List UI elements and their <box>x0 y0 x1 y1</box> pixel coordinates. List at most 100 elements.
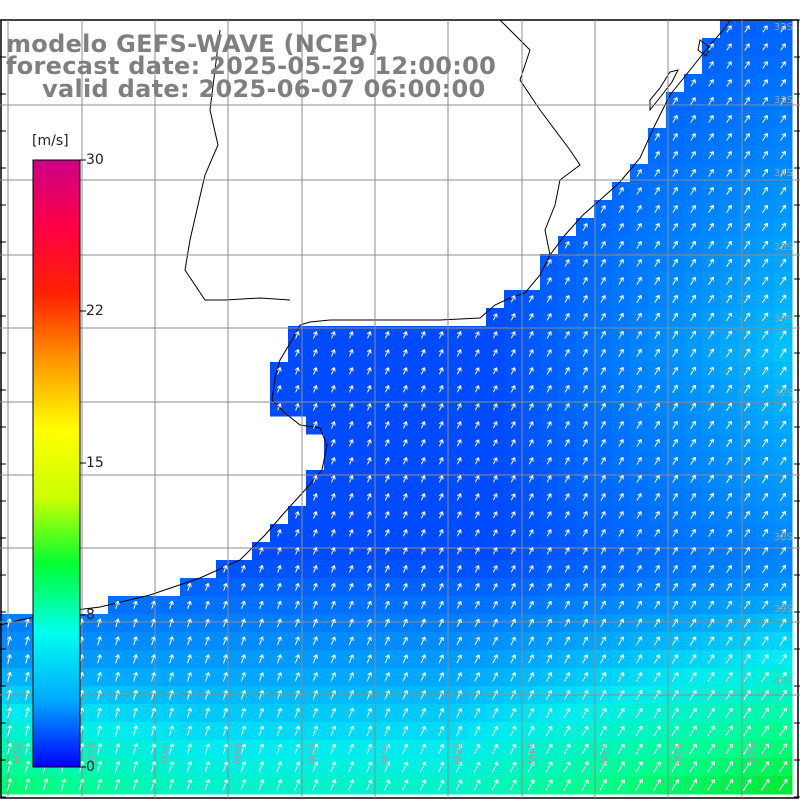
wind-arrow <box>689 636 697 646</box>
wind-arrow <box>258 707 265 718</box>
wind-arrow <box>779 276 787 286</box>
lagoon-outline <box>649 39 711 112</box>
wind-arrow <box>690 474 696 483</box>
wind-arrow <box>600 258 606 267</box>
wind-arrow <box>528 672 535 682</box>
wind-arrow <box>384 529 390 537</box>
wind-arrow <box>761 707 769 719</box>
wind-arrow <box>779 438 787 448</box>
wind-arrow <box>114 725 121 737</box>
wind-arrow <box>294 385 300 393</box>
wind-arrow <box>456 385 462 393</box>
wind-arrow <box>600 565 606 573</box>
wind-arrow <box>761 348 769 358</box>
wind-arrow <box>600 312 606 321</box>
wind-arrow <box>492 331 498 339</box>
wind-arrow <box>618 511 624 519</box>
wind-arrow <box>563 743 571 755</box>
wind-arrow <box>672 312 678 322</box>
wind-arrow <box>366 385 372 393</box>
wind-arrow <box>672 204 678 213</box>
wind-arrow <box>402 761 409 773</box>
wind-arrow <box>599 672 607 682</box>
wind-arrow <box>114 761 121 773</box>
wind-arrow <box>582 511 588 519</box>
wind-arrow <box>564 295 570 303</box>
wind-arrow <box>24 760 31 774</box>
wind-arrow <box>438 529 444 537</box>
wind-arrow <box>348 672 354 682</box>
wind-arrow <box>617 779 625 791</box>
wind-arrow <box>690 97 696 105</box>
wind-arrow <box>528 636 534 646</box>
wind-arrow <box>115 672 120 682</box>
wind-arrow <box>168 618 174 628</box>
wind-arrow <box>348 547 354 555</box>
wind-arrow <box>348 582 354 591</box>
wind-arrow <box>779 294 787 304</box>
wind-arrow <box>132 761 139 773</box>
wind-arrow <box>348 493 354 501</box>
wind-arrow <box>402 600 408 610</box>
wind-arrow <box>672 258 678 267</box>
wind-arrow <box>690 528 696 537</box>
wind-arrow <box>672 420 678 429</box>
wind-arrow <box>564 385 570 393</box>
wind-arrow <box>582 475 588 483</box>
wind-arrow <box>708 492 714 501</box>
wind-arrow <box>474 600 480 609</box>
wind-arrow <box>312 331 318 339</box>
wind-arrow <box>582 672 589 682</box>
wind-arrow <box>366 690 373 700</box>
wind-arrow <box>294 511 300 519</box>
wind-arrow <box>617 761 625 773</box>
wind-arrow <box>312 511 318 519</box>
wind-arrow <box>582 348 588 357</box>
wind-arrow <box>654 258 660 267</box>
wind-arrow <box>725 654 733 664</box>
wind-arrow <box>761 384 769 394</box>
wind-arrow <box>474 331 480 339</box>
wind-arrow <box>474 511 480 519</box>
wind-arrow <box>402 690 409 700</box>
wind-arrow <box>438 439 444 447</box>
wind-arrow <box>527 743 535 755</box>
wind-arrow <box>204 707 211 718</box>
wind-arrow <box>600 330 606 339</box>
wind-arrow <box>438 493 444 501</box>
wind-arrow <box>636 312 642 321</box>
wind-arrow <box>636 492 642 501</box>
wind-arrow <box>760 778 770 792</box>
wind-arrow <box>744 564 750 573</box>
wind-arrow <box>348 457 354 465</box>
wind-arrow <box>222 672 228 682</box>
wind-arrow <box>420 636 426 646</box>
wind-arrow <box>779 707 787 719</box>
title-model: modelo GEFS-WAVE (NCEP) <box>6 30 379 58</box>
wind-arrow <box>743 330 751 340</box>
wind-arrow <box>582 330 588 339</box>
wind-arrow <box>348 779 355 791</box>
wind-arrow <box>528 493 534 501</box>
wind-arrow <box>241 600 246 610</box>
wind-arrow <box>168 779 175 791</box>
wind-arrow <box>492 403 498 411</box>
wind-arrow <box>528 349 534 357</box>
wind-arrow <box>492 421 498 429</box>
wind-arrow <box>474 493 480 501</box>
wind-arrow <box>150 689 156 700</box>
wind-arrow <box>510 385 516 393</box>
wind-arrow <box>97 689 102 700</box>
wind-arrow <box>708 546 714 555</box>
wind-arrow <box>706 778 716 791</box>
colorbar-tick-marks <box>80 159 86 768</box>
wind-arrow <box>708 97 714 105</box>
wind-arrow <box>294 654 300 664</box>
wind-arrow <box>294 636 300 646</box>
wind-arrow <box>564 403 570 411</box>
wind-arrow <box>330 761 337 773</box>
wind-arrow <box>654 169 660 177</box>
wind-arrow <box>420 600 426 609</box>
wind-arrow <box>743 294 751 304</box>
wind-arrow <box>564 529 570 537</box>
